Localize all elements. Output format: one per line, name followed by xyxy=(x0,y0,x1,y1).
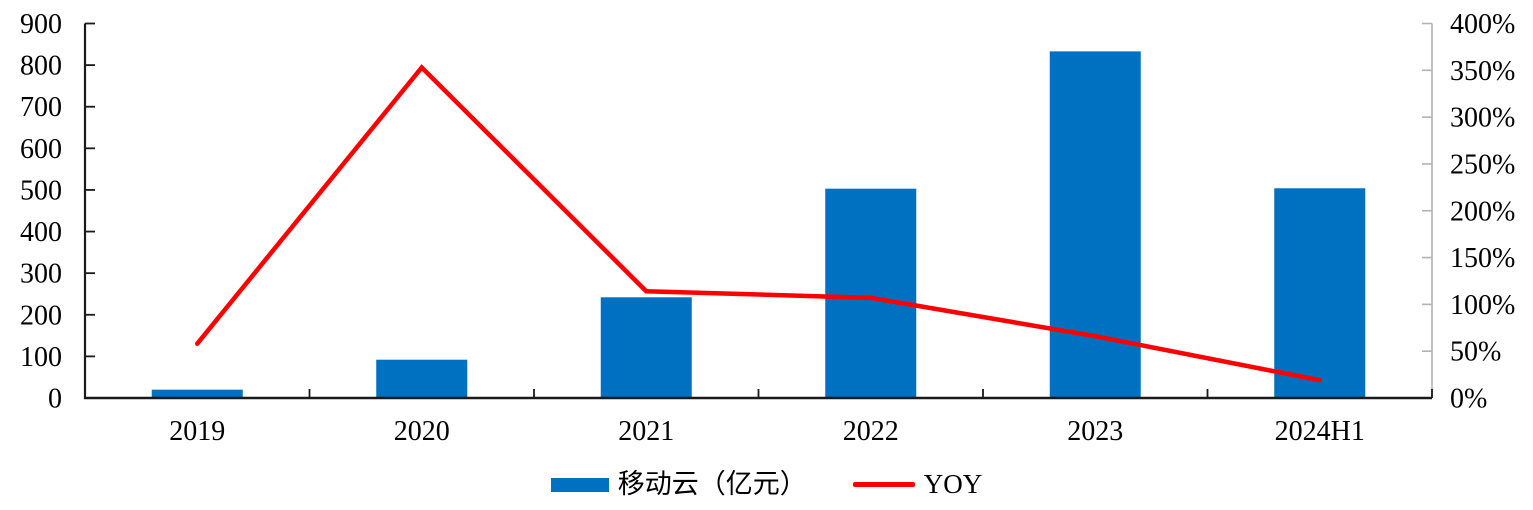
left-axis-label-400: 400 xyxy=(20,217,62,248)
left-axis-label-500: 500 xyxy=(20,175,62,206)
right-axis-label-200%: 200% xyxy=(1450,196,1515,227)
x-axis-label-2022: 2022 xyxy=(843,416,899,447)
left-axis-label-600: 600 xyxy=(20,134,62,165)
bar-2019 xyxy=(151,389,243,398)
right-axis-label-250%: 250% xyxy=(1450,149,1515,180)
right-axis-label-100%: 100% xyxy=(1450,290,1515,321)
left-axis-label-100: 100 xyxy=(20,342,62,373)
left-axis-label-200: 200 xyxy=(20,300,62,331)
left-axis-label-700: 700 xyxy=(20,92,62,123)
bar-2024H1 xyxy=(1274,188,1366,398)
x-axis-label-2021: 2021 xyxy=(618,416,674,447)
yoy-line xyxy=(195,64,1322,383)
left-axis-label-800: 800 xyxy=(20,51,62,82)
x-axis-label-2020: 2020 xyxy=(394,416,450,447)
right-axis-label-350%: 350% xyxy=(1450,56,1515,87)
bar-2022 xyxy=(825,188,917,398)
left-axis-label-900: 900 xyxy=(20,9,62,40)
bar-2021 xyxy=(600,297,692,398)
left-axis-label-300: 300 xyxy=(20,259,62,290)
right-axis-label-400%: 400% xyxy=(1450,9,1515,40)
bar-2020 xyxy=(376,359,468,398)
x-axis-label-2024H1: 2024H1 xyxy=(1275,416,1365,447)
right-axis-label-300%: 300% xyxy=(1450,103,1515,134)
right-axis-label-0%: 0% xyxy=(1450,384,1487,415)
right-axis-label-150%: 150% xyxy=(1450,243,1515,274)
left-axis-label-0: 0 xyxy=(48,384,62,415)
x-axis-label-2019: 2019 xyxy=(169,416,225,447)
bar-2023 xyxy=(1049,51,1141,398)
right-axis-label-50%: 50% xyxy=(1450,337,1501,368)
x-axis-label-2023: 2023 xyxy=(1067,416,1123,447)
